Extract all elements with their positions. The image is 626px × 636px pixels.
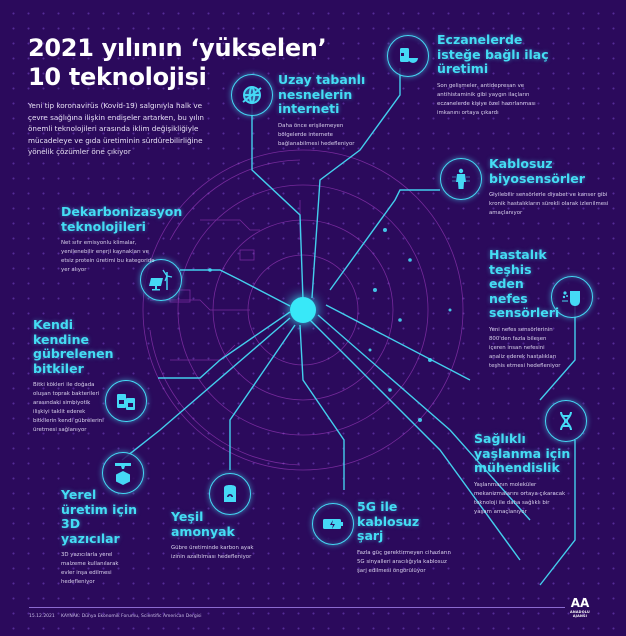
title-line-2: 10 teknolojisi: [28, 63, 207, 91]
tech-biyosensor: Kablosuz biyosensörler Giyilebilir sensö…: [489, 156, 614, 218]
tech-nefes: Hastalık teşhis eden nefes sensörleri Ye…: [489, 247, 561, 371]
logo-name: ANADOLU AJANSI: [570, 610, 590, 618]
tech-desc: Gübre üretiminde karbon ayak izinin azal…: [171, 545, 254, 560]
tech-sarj: 5G ile kablosuz şarj Fazla güç gerektirm…: [357, 499, 467, 576]
tech-yaslanma: Sağlıklı yaşlanma için mühendislik Yaşla…: [474, 431, 594, 517]
page-title: 2021 yılının ‘yükselen’ 10 teknolojisi: [28, 34, 327, 92]
tech-bitkiler: Kendi kendine gübrelenen bitkiler Bitki …: [33, 317, 133, 435]
tech-desc: Net sıfır emisyonlu klimalar, yenilenebi…: [61, 240, 155, 273]
breath-icon: [551, 276, 593, 318]
title-line-1: 2021 yılının ‘yükselen’: [28, 34, 327, 62]
tech-desc: Bitki kökleri ile doğada oluşan toprak b…: [33, 382, 104, 433]
tech-dekarbon: Dekarbonizasyon teknolojileri Net sıfır …: [61, 204, 201, 275]
tech-uzay: Uzay tabanlı nesnelerin interneti Daha ö…: [278, 72, 388, 149]
footer-divider: [29, 607, 565, 608]
tech-desc: Yeni nefes sensörlerinin 800'den fazla b…: [489, 326, 561, 369]
battery-icon: [312, 503, 354, 545]
dna-icon: [545, 400, 587, 442]
tech-desc: Daha önce erişilemeyen bölgelerde intern…: [278, 122, 355, 147]
body-icon: [440, 158, 482, 200]
central-hub: [290, 297, 316, 323]
tech-title: Kablosuz biyosensörler: [489, 156, 585, 186]
tech-title: Yeşil amonyak: [171, 509, 235, 539]
tech-desc: Giyilebilir sensörlerle diyabet ve kanse…: [489, 192, 609, 216]
pharmacy-icon: [387, 35, 429, 77]
globe-icon: [231, 74, 273, 116]
tech-desc: Fazla güç gerektirmeyen cihazların 5G si…: [357, 549, 451, 574]
tech-title: Kendi kendine gübrelenen bitkiler: [33, 317, 114, 376]
fertilizer-bag-icon: [209, 473, 251, 515]
footer-source: KAYNAK: Dünya Ekonomik Forumu, Scientifi…: [61, 614, 202, 619]
tech-title: Yerel üretim için 3D yazıcılar: [61, 487, 138, 546]
intro-text: Yeni tip koronavirüs (Kovid-19) salgınıy…: [28, 101, 204, 156]
footer-date: 15.12.2021: [29, 614, 55, 619]
tech-amonyak: Yeşil amonyak Gübre üretiminde karbon ay…: [171, 509, 281, 562]
tech-desc: Yaşlanmanın moleküler mekanizmalarını or…: [474, 481, 566, 515]
tech-desc: Son gelişmeler, antidepresan ve antihist…: [437, 82, 536, 116]
tech-desc: 3D yazıcılarla yerel malzeme kullanılara…: [61, 552, 119, 585]
tech-yazici: Yerel üretim için 3D yazıcılar 3D yazıcı…: [61, 487, 141, 587]
tech-title: 5G ile kablosuz şarj: [357, 499, 420, 543]
tech-title: Sağlıklı yaşlanma için mühendislik: [474, 431, 571, 475]
fertilizer-jars-icon: [105, 380, 147, 422]
tech-eczane: Eczanelerde isteğe bağlı ilaç üretimi So…: [437, 32, 557, 118]
tech-title: Hastalık teşhis eden nefes sensörleri: [489, 247, 560, 320]
3d-printer-icon: [102, 452, 144, 494]
logo-mark: AA: [570, 596, 590, 610]
solar-wind-icon: [140, 259, 182, 301]
tech-title: Dekarbonizasyon teknolojileri: [61, 204, 183, 234]
anadolu-logo: AA ANADOLU AJANSI: [565, 596, 595, 618]
tech-title: Uzay tabanlı nesnelerin interneti: [278, 72, 366, 116]
tech-title: Eczanelerde isteğe bağlı ilaç üretimi: [437, 32, 549, 76]
